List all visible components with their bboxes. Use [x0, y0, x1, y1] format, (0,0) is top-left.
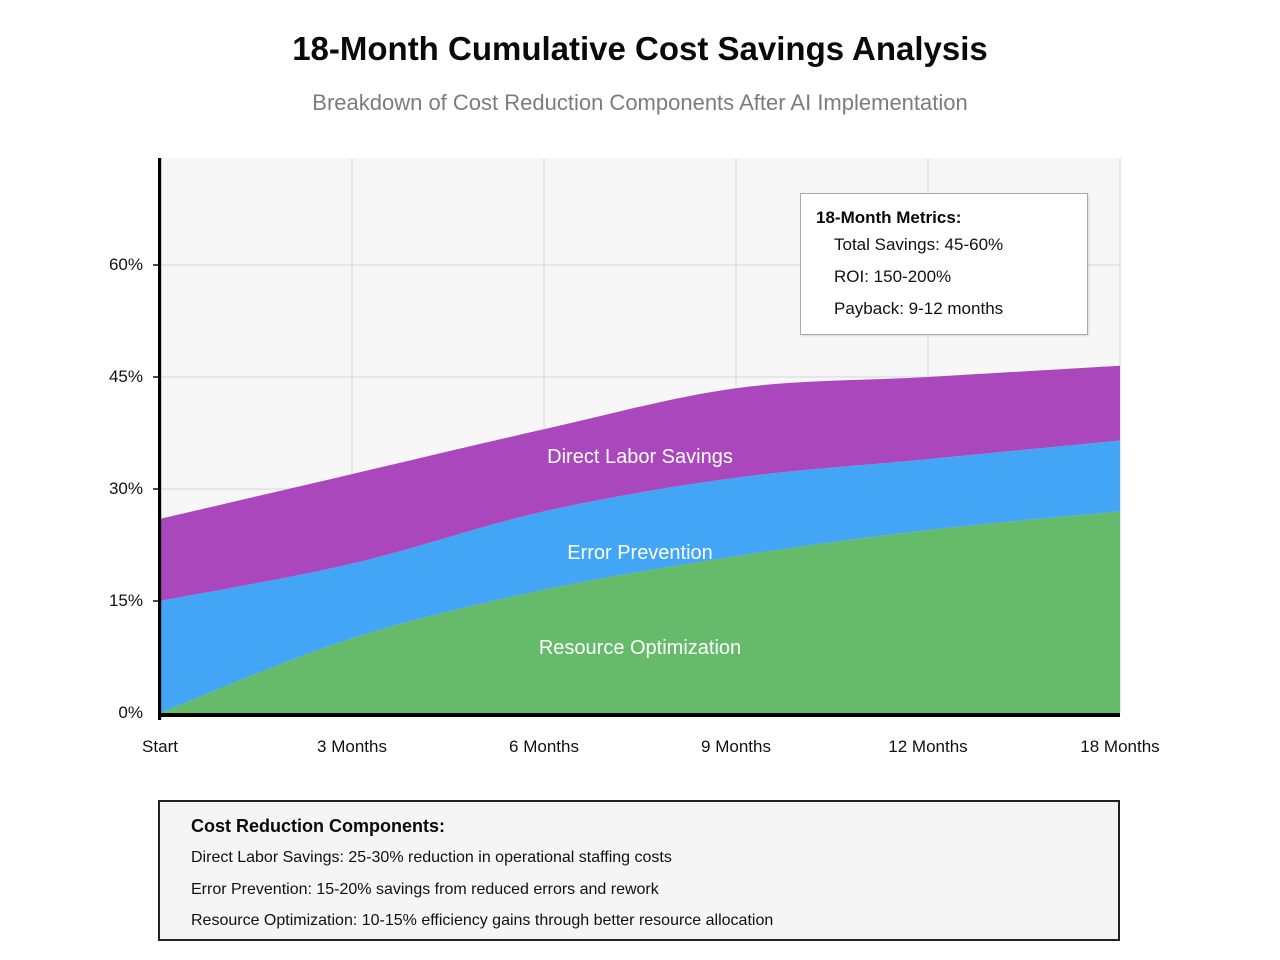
components-line-direct-labor: Direct Labor Savings: 25-30% reduction i…: [191, 849, 672, 866]
chart-subtitle: Breakdown of Cost Reduction Components A…: [312, 90, 968, 115]
metrics-box-title: 18-Month Metrics:: [816, 208, 962, 227]
stacked-areas: [160, 365, 1120, 713]
x-axis-label-6-months: 6 Months: [509, 737, 579, 756]
components-box: Cost Reduction Components: Direct Labor …: [158, 800, 1120, 941]
x-axis-label-18-months: 18 Months: [1080, 737, 1160, 756]
y-axis-label-45: 45%: [108, 367, 143, 386]
metrics-line-payback: Payback: 9-12 months: [834, 299, 1004, 318]
area-label-resource-optimization: Resource Optimization: [538, 637, 742, 659]
area-error-prevention: [160, 440, 1120, 713]
x-axis-label-3-months: 3 Months: [317, 737, 387, 756]
components-box-title: Cost Reduction Components:: [191, 816, 445, 836]
metrics-line-roi: ROI: 150-200%: [834, 267, 952, 286]
y-axis-label-30: 30%: [108, 479, 143, 498]
y-axis-label-0: 0%: [118, 703, 143, 722]
y-axis-label-15: 15%: [108, 591, 143, 610]
metrics-line-total-savings: Total Savings: 45-60%: [834, 235, 1004, 254]
area-label-direct-labor-savings: Direct Labor Savings: [547, 446, 733, 468]
components-line-error-prevention: Error Prevention: 15-20% savings from re…: [191, 880, 659, 898]
y-axis-line: [158, 158, 162, 720]
y-axis-label-60: 60%: [108, 255, 143, 274]
chart-title: 18-Month Cumulative Cost Savings Analysi…: [292, 30, 988, 67]
components-line-resource-optimization: Resource Optimization: 10-15% efficiency…: [191, 912, 774, 929]
x-axis-label-12-months: 12 Months: [888, 737, 968, 756]
x-axis-label-9-months: 9 Months: [701, 737, 771, 756]
metrics-box: 18-Month Metrics: Total Savings: 45-60% …: [800, 193, 1088, 335]
area-direct-labor-savings: [160, 365, 1120, 601]
x-axis-label-start: Start: [142, 737, 178, 756]
area-resource-optimization: [160, 511, 1120, 713]
x-axis-line: [158, 713, 1120, 717]
area-label-error-prevention: Error Prevention: [567, 542, 713, 564]
